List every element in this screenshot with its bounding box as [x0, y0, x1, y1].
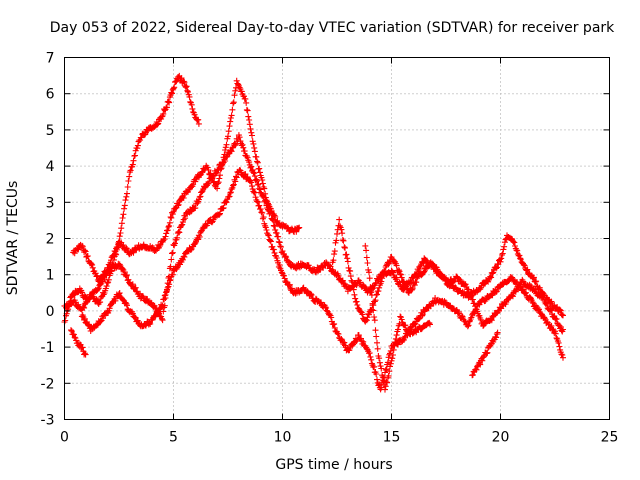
- series-markers: [68, 327, 89, 358]
- series-markers: [61, 72, 202, 313]
- x-axis-label: GPS time / hours: [275, 457, 392, 473]
- chart-title: Day 053 of 2022, Sidereal Day-to-day VTE…: [50, 20, 615, 36]
- x-tick-label: 25: [601, 430, 619, 446]
- series-markers: [469, 329, 501, 379]
- y-tick-label: 7: [46, 51, 55, 67]
- series-trace-d: [68, 327, 89, 358]
- series-trace-a: [61, 72, 202, 313]
- series-trace-g: [469, 329, 501, 379]
- series-markers: [362, 242, 433, 393]
- series-markers: [78, 167, 566, 393]
- x-tick-label: 20: [492, 430, 510, 446]
- y-axis-label: SDTVAR / TECUs: [5, 181, 21, 296]
- grid-lines: [64, 57, 610, 420]
- series-trace-b: [70, 77, 303, 285]
- axis-ticks: -3 -2 -1 0 1 2 3 4 5 6 7 0 5 10 15 20 25: [41, 51, 619, 446]
- x-tick-label: 15: [383, 430, 401, 446]
- y-tick-label: -3: [41, 413, 55, 429]
- data-layer: [61, 72, 566, 393]
- y-tick-label: 3: [46, 195, 55, 211]
- series-markers: [70, 77, 303, 285]
- series-trace-f: [329, 216, 566, 335]
- series-trace-h: [362, 242, 433, 393]
- x-tick-label: 10: [274, 430, 292, 446]
- y-tick-label: 1: [46, 268, 55, 284]
- y-tick-label: 2: [46, 232, 55, 248]
- y-tick-label: 0: [46, 304, 55, 320]
- y-tick-label: 6: [46, 87, 55, 103]
- series-trace-e: [78, 167, 566, 393]
- y-tick-label: -1: [41, 340, 55, 356]
- series-markers: [329, 216, 566, 335]
- y-tick-label: -2: [41, 376, 55, 392]
- y-tick-label: 5: [46, 123, 55, 139]
- x-tick-label: 5: [169, 430, 178, 446]
- x-tick-label: 0: [60, 430, 69, 446]
- y-tick-label: 4: [46, 159, 55, 175]
